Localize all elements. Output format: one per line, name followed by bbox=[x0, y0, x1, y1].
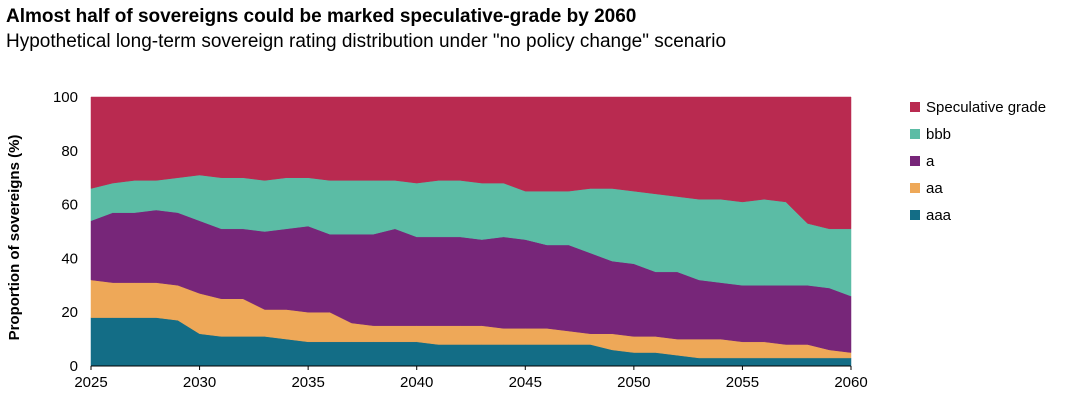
y-tick-label: 20 bbox=[61, 304, 78, 321]
y-axis-label: Proportion of sovereigns (%) bbox=[6, 135, 23, 341]
area-series-group bbox=[90, 96, 852, 367]
y-tick-label: 100 bbox=[53, 89, 78, 106]
legend-swatch bbox=[910, 102, 920, 112]
chart-subtitle: Hypothetical long-term sovereign rating … bbox=[6, 31, 727, 52]
x-tick-label: 2035 bbox=[291, 374, 324, 391]
x-axis-ticks: 2025 2030 2035 2040 2045 2050 2055 2060 bbox=[74, 366, 868, 391]
legend-item-speculative-grade: Speculative grade bbox=[910, 98, 1060, 116]
legend-swatch bbox=[910, 129, 920, 139]
legend-item-a: a bbox=[910, 152, 1060, 170]
legend-label: bbb bbox=[926, 125, 952, 143]
chart-title: Almost half of sovereigns could be marke… bbox=[6, 6, 637, 27]
x-tick-label: 2025 bbox=[74, 374, 107, 391]
x-tick-label: 2045 bbox=[509, 374, 542, 391]
legend-label: a bbox=[926, 152, 935, 170]
legend-swatch bbox=[910, 183, 920, 193]
legend-label: aaa bbox=[926, 206, 952, 224]
y-axis-ticks: 0 20 40 60 80 100 bbox=[53, 89, 78, 375]
x-tick-label: 2030 bbox=[183, 374, 216, 391]
area-series-speculative-grade bbox=[90, 96, 852, 230]
legend-item-bbb: bbb bbox=[910, 125, 1060, 143]
y-tick-label: 0 bbox=[70, 358, 78, 375]
x-tick-label: 2040 bbox=[400, 374, 433, 391]
x-tick-label: 2060 bbox=[834, 374, 867, 391]
legend-swatch bbox=[910, 210, 920, 220]
legend-item-aaa: aaa bbox=[910, 206, 1060, 224]
y-tick-label: 60 bbox=[61, 197, 78, 214]
chart-legend: Speculative grade bbb a aa aaa bbox=[910, 98, 1060, 233]
x-tick-label: 2055 bbox=[726, 374, 759, 391]
legend-swatch bbox=[910, 156, 920, 166]
y-tick-label: 40 bbox=[61, 250, 78, 267]
x-tick-label: 2050 bbox=[617, 374, 650, 391]
legend-item-aa: aa bbox=[910, 179, 1060, 197]
legend-label: aa bbox=[926, 179, 943, 197]
y-tick-label: 80 bbox=[61, 143, 78, 160]
legend-label: Speculative grade bbox=[926, 98, 1047, 116]
